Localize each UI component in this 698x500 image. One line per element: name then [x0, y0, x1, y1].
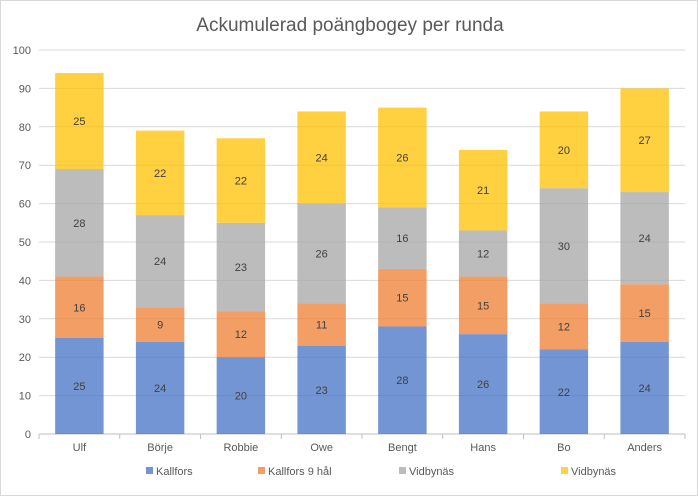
data-label: 21 [477, 185, 489, 197]
data-label: 24 [639, 233, 651, 245]
bar-segment [378, 207, 427, 269]
data-label: 24 [316, 153, 328, 165]
data-label: 25 [73, 381, 85, 393]
legend-label: Kallfors [156, 466, 193, 478]
data-label: 9 [157, 320, 163, 332]
bar-segment [216, 138, 266, 223]
data-label: 30 [558, 241, 570, 253]
x-tick-label: Bengt [388, 442, 417, 454]
bar-segment [135, 215, 185, 308]
data-label: 15 [396, 293, 408, 305]
legend-label: Vidbynäs [571, 466, 617, 478]
legend-swatch [561, 467, 568, 474]
bar-segment [55, 338, 104, 434]
y-tick-label: 50 [19, 237, 31, 249]
legend-swatch [399, 467, 406, 474]
data-label: 16 [396, 233, 408, 245]
data-label: 15 [639, 308, 651, 320]
legend-swatch [146, 467, 153, 474]
bar-segment [539, 303, 589, 350]
bar-segment [55, 169, 104, 277]
bar-segment [539, 349, 589, 434]
bar-segment [216, 311, 266, 358]
bar-segment [135, 341, 185, 434]
data-label: 22 [558, 387, 570, 399]
y-tick-label: 0 [25, 429, 31, 441]
data-label: 28 [73, 218, 85, 230]
bar-segment [539, 188, 589, 304]
data-label: 24 [154, 383, 166, 395]
data-label: 23 [316, 385, 328, 397]
bar-segment [620, 192, 669, 285]
data-label: 15 [477, 300, 489, 312]
y-tick-label: 70 [19, 160, 31, 172]
data-label: 23 [235, 262, 247, 274]
x-tick-label: Hans [470, 442, 496, 454]
data-label: 11 [316, 320, 327, 332]
data-label: 26 [316, 249, 328, 261]
bar-segment [378, 107, 427, 208]
bar-segment [620, 341, 669, 434]
y-tick-label: 20 [19, 352, 31, 364]
bar-segment [620, 284, 669, 342]
bar-segment [539, 111, 589, 189]
data-label: 12 [235, 329, 247, 341]
legend-label: Vidbynäs [409, 466, 455, 478]
bar-segment [135, 130, 185, 216]
x-tick-label: Owe [310, 442, 333, 454]
data-label: 24 [154, 256, 166, 268]
x-tick-label: Anders [627, 442, 662, 454]
legend-label: Kallfors 9 hål [268, 466, 332, 478]
bar-segment [458, 149, 508, 231]
y-tick-label: 80 [19, 122, 31, 134]
y-tick-label: 10 [19, 391, 31, 403]
bar-segment [297, 303, 346, 346]
x-tick-label: Robbie [223, 442, 258, 454]
y-tick-label: 60 [19, 199, 31, 211]
data-label: 26 [396, 153, 408, 165]
legend-swatch [258, 467, 265, 474]
bar-segment [458, 276, 508, 335]
data-label: 20 [235, 391, 247, 403]
bar-segment [620, 88, 669, 193]
data-label: 12 [558, 321, 570, 333]
bar-segment [458, 334, 508, 434]
bar-segment [458, 230, 508, 277]
chart-title: Ackumulerad poängbogey per runda [196, 15, 504, 36]
data-label: 22 [154, 168, 166, 180]
data-label: 16 [73, 302, 85, 314]
data-label: 22 [235, 176, 247, 188]
x-tick-label: Bo [557, 442, 570, 454]
bar-segment [55, 276, 104, 338]
data-label: 27 [639, 135, 651, 147]
bar-segment [55, 73, 104, 170]
bar-segment [297, 345, 346, 434]
data-label: 24 [639, 383, 651, 395]
data-label: 28 [396, 375, 408, 387]
bar-segment [378, 268, 427, 327]
y-tick-label: 40 [19, 275, 31, 287]
bar-segment [135, 307, 185, 342]
data-label: 20 [558, 145, 570, 157]
bar-segment [378, 326, 427, 434]
data-label: 25 [73, 116, 85, 128]
y-tick-label: 100 [13, 45, 31, 57]
data-label: 26 [477, 379, 489, 391]
bar-segment [216, 357, 266, 434]
y-tick-label: 30 [19, 314, 31, 326]
x-tick-label: Ulf [73, 442, 87, 454]
bar-segment [297, 111, 346, 204]
bar-segment [297, 203, 346, 304]
data-label: 12 [477, 249, 489, 261]
y-tick-label: 90 [19, 83, 31, 95]
bar-segment [216, 222, 266, 312]
x-tick-label: Börje [147, 442, 173, 454]
